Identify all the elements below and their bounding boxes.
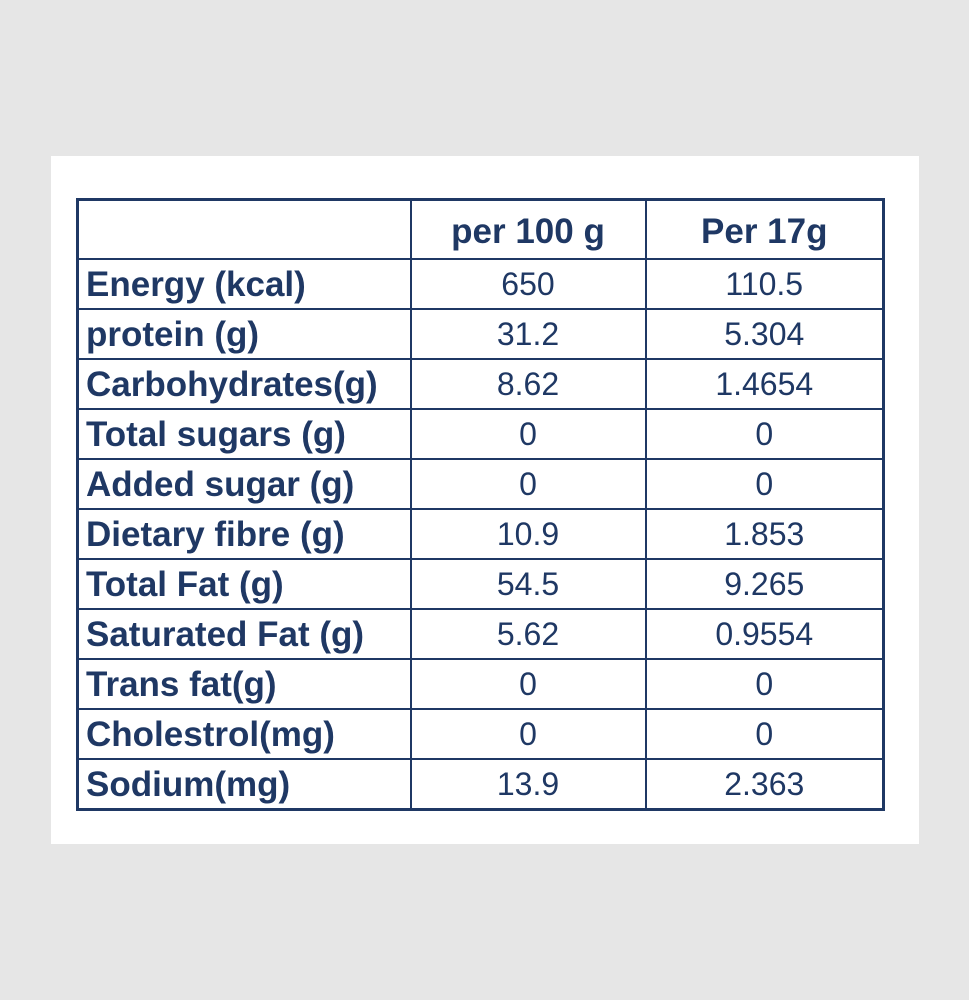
value-per-100g: 13.9 bbox=[409, 758, 647, 811]
value-per-100g: 10.9 bbox=[409, 508, 647, 560]
nutrient-name: Energy (kcal) bbox=[76, 258, 412, 310]
value-per-100g: 650 bbox=[409, 258, 647, 310]
nutrient-name: Cholestrol(mg) bbox=[76, 708, 412, 760]
nutrient-name: Total sugars (g) bbox=[76, 408, 412, 460]
value-per-17g: 110.5 bbox=[644, 258, 885, 310]
table-row: Saturated Fat (g) 5.62 0.9554 bbox=[76, 608, 885, 660]
value-per-100g: 8.62 bbox=[409, 358, 647, 410]
table-row: Added sugar (g) 0 0 bbox=[76, 458, 885, 510]
value-per-17g: 9.265 bbox=[644, 558, 885, 610]
table-row: Total sugars (g) 0 0 bbox=[76, 408, 885, 460]
nutrient-name: Dietary fibre (g) bbox=[76, 508, 412, 560]
nutrient-name: Saturated Fat (g) bbox=[76, 608, 412, 660]
table-row: Dietary fibre (g) 10.9 1.853 bbox=[76, 508, 885, 560]
value-per-17g: 2.363 bbox=[644, 758, 885, 811]
table-row: Trans fat(g) 0 0 bbox=[76, 658, 885, 710]
nutrient-name: Added sugar (g) bbox=[76, 458, 412, 510]
value-per-17g: 0 bbox=[644, 708, 885, 760]
table-row: Carbohydrates(g) 8.62 1.4654 bbox=[76, 358, 885, 410]
value-per-100g: 0 bbox=[409, 658, 647, 710]
table-row: protein (g) 31.2 5.304 bbox=[76, 308, 885, 360]
nutrient-name: Sodium(mg) bbox=[76, 758, 412, 811]
value-per-17g: 0 bbox=[644, 408, 885, 460]
nutrient-name: protein (g) bbox=[76, 308, 412, 360]
nutrient-name: Trans fat(g) bbox=[76, 658, 412, 710]
value-per-17g: 0.9554 bbox=[644, 608, 885, 660]
value-per-100g: 54.5 bbox=[409, 558, 647, 610]
table-row: Sodium(mg) 13.9 2.363 bbox=[76, 758, 885, 811]
value-per-100g: 0 bbox=[409, 458, 647, 510]
value-per-17g: 0 bbox=[644, 658, 885, 710]
value-per-100g: 0 bbox=[409, 408, 647, 460]
header-per-100g: per 100 g bbox=[409, 198, 647, 260]
value-per-17g: 5.304 bbox=[644, 308, 885, 360]
table-header-row: per 100 g Per 17g bbox=[76, 198, 885, 260]
header-per-17g: Per 17g bbox=[644, 198, 885, 260]
nutrition-card: per 100 g Per 17g Energy (kcal) 650 110.… bbox=[51, 156, 919, 844]
table-row: Energy (kcal) 650 110.5 bbox=[76, 258, 885, 310]
value-per-100g: 31.2 bbox=[409, 308, 647, 360]
header-nutrient bbox=[76, 198, 412, 260]
value-per-100g: 5.62 bbox=[409, 608, 647, 660]
nutrient-name: Total Fat (g) bbox=[76, 558, 412, 610]
nutrition-table: per 100 g Per 17g Energy (kcal) 650 110.… bbox=[76, 198, 885, 811]
value-per-17g: 1.853 bbox=[644, 508, 885, 560]
value-per-17g: 1.4654 bbox=[644, 358, 885, 410]
nutrient-name: Carbohydrates(g) bbox=[76, 358, 412, 410]
value-per-17g: 0 bbox=[644, 458, 885, 510]
value-per-100g: 0 bbox=[409, 708, 647, 760]
table-row: Cholestrol(mg) 0 0 bbox=[76, 708, 885, 760]
table-row: Total Fat (g) 54.5 9.265 bbox=[76, 558, 885, 610]
